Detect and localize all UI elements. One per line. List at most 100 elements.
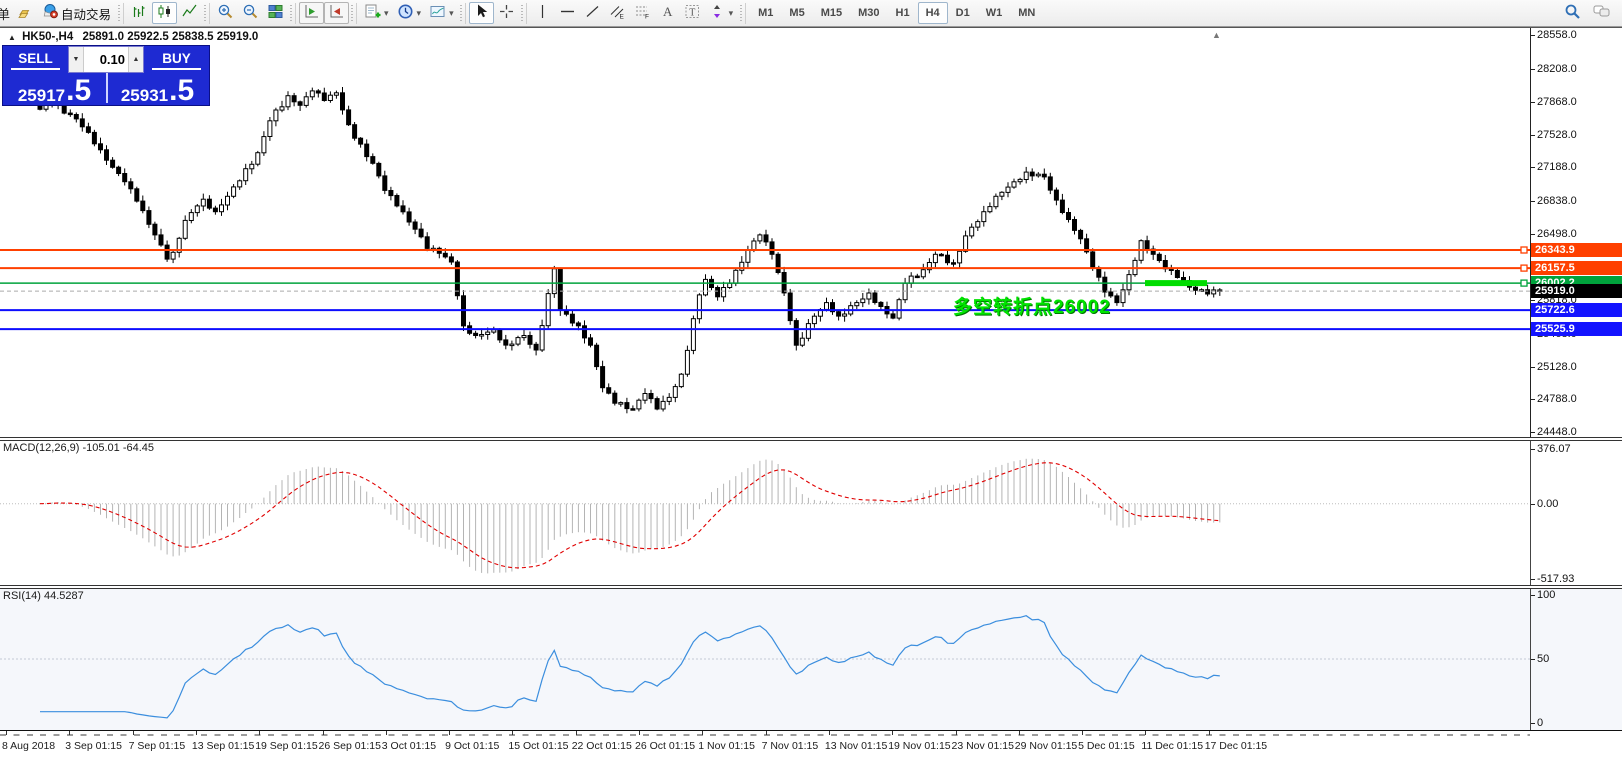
toolbar-separator: [204, 2, 212, 24]
auto-scroll-button[interactable]: [324, 2, 350, 24]
left-symbol-text: 单: [0, 6, 11, 22]
time-tick: [322, 731, 324, 735]
price-axis[interactable]: 28558.0 28208.0 27868.0 27528.0 27188.0 26838…: [1530, 28, 1622, 438]
macd-chart[interactable]: [0, 441, 1530, 585]
time-label: 17 Dec 01:15: [1204, 740, 1268, 752]
rsi-pane: RSI(14) 44.5287 100 50 0: [0, 589, 1622, 730]
timeframe-m15-button[interactable]: M15: [820, 7, 843, 19]
sell-price-button[interactable]: 25917 .5: [3, 71, 106, 108]
time-tick: [512, 731, 514, 735]
pane-splitter[interactable]: [0, 585, 1622, 589]
buy-button[interactable]: BUY: [144, 46, 209, 71]
crosshair-button[interactable]: [494, 2, 519, 24]
macd-tick-label: 0.00: [1530, 498, 1559, 510]
chart-title: ▲ HK50-,H4 25891.0 25922.5 25838.5 25919…: [8, 31, 258, 43]
timeframe-h4-button[interactable]: H4: [917, 2, 948, 24]
label-button[interactable]: T: [680, 2, 705, 24]
periods-button[interactable]: ▾: [393, 2, 426, 24]
price-tick-label: 27528.0: [1531, 129, 1577, 141]
chevron-down-icon[interactable]: ▾: [416, 7, 422, 18]
indicators-button[interactable]: ▾: [360, 2, 393, 24]
channel-button[interactable]: E: [605, 2, 630, 24]
time-tick: [385, 731, 387, 735]
buy-price-button[interactable]: 25931 .5: [106, 71, 209, 106]
timeframe-mn-button[interactable]: MN: [1018, 7, 1036, 19]
sell-price-big: .5: [66, 74, 92, 108]
pane-splitter[interactable]: [0, 437, 1622, 441]
toolbar-icon-groups: ▾ ▾ ▾ E F A T ▾: [116, 2, 737, 24]
autotrade-button[interactable]: 自动交易: [38, 2, 115, 24]
line-chart-button[interactable]: [177, 2, 202, 24]
timeframe-h1-button[interactable]: H1: [895, 7, 910, 19]
time-tick: [195, 731, 197, 735]
chat-icon[interactable]: [1593, 3, 1610, 23]
time-label: 19 Nov 01:15: [888, 740, 951, 752]
price-tick-label: 25128.0: [1531, 361, 1577, 373]
candlestick-chart-button[interactable]: [152, 2, 178, 24]
chevron-down-icon[interactable]: ▾: [449, 7, 454, 18]
time-tick: [1018, 731, 1020, 735]
vline-button[interactable]: [530, 2, 555, 24]
time-tick: [449, 731, 451, 735]
price-tick-label: 26838.0: [1531, 195, 1577, 207]
volume-increase-button[interactable]: ▲: [128, 47, 143, 72]
time-axis-dashes: [0, 734, 1530, 736]
toolbar-right-icons: [1564, 3, 1616, 23]
rsi-tick-label: 100: [1530, 589, 1556, 601]
fibonacci-icon: F: [634, 3, 651, 23]
gold-icon[interactable]: [12, 2, 37, 24]
volume-input[interactable]: [84, 47, 128, 72]
cursor-button[interactable]: [468, 2, 494, 24]
timeframe-m30-button[interactable]: M30: [858, 7, 880, 19]
tile-windows-button[interactable]: [263, 2, 288, 24]
hline-button[interactable]: [555, 2, 580, 24]
chart-symbol: HK50-,H4: [22, 31, 74, 43]
price-tick-label: 28208.0: [1531, 63, 1577, 75]
trendline-icon: [584, 3, 601, 23]
search-icon[interactable]: [1564, 3, 1581, 23]
text-button[interactable]: A: [655, 2, 680, 24]
macd-axis[interactable]: 376.07 0.00 -517.93: [1530, 441, 1622, 585]
sell-button[interactable]: SELL: [3, 46, 68, 71]
bar-chart-button[interactable]: [127, 2, 152, 24]
time-label: 26 Oct 01:15: [635, 740, 696, 752]
timeframe-d1-button[interactable]: D1: [955, 7, 970, 19]
chevron-down-icon[interactable]: ▾: [728, 7, 734, 18]
time-label: 19 Sep 01:15: [255, 740, 318, 752]
timeframe-w1-button[interactable]: W1: [985, 7, 1003, 19]
arrows-button[interactable]: ▾: [705, 2, 738, 24]
line-chart-icon: [181, 3, 198, 23]
rsi-axis[interactable]: 100 50 0: [1530, 589, 1622, 730]
time-label: 7 Nov 01:15: [761, 740, 819, 752]
zoom-out-button[interactable]: [238, 2, 263, 24]
templates-button[interactable]: ▾: [425, 2, 458, 24]
time-axis[interactable]: 8 Aug 2018 3 Sep 01:15 7 Sep 01:15 13 Sep 0…: [0, 730, 1622, 768]
rsi-label: RSI(14) 44.5287: [3, 590, 84, 602]
toolbar-separator: [290, 2, 298, 24]
auto-scroll-icon: [328, 3, 345, 23]
rsi-chart[interactable]: [0, 589, 1530, 730]
toolbar-separator: [520, 2, 528, 24]
collapse-arrow-icon[interactable]: ▲: [8, 33, 16, 42]
price-tick-label: 28558.0: [1531, 29, 1577, 41]
turning-point-annotation[interactable]: 多空转折点26002: [953, 297, 1111, 318]
price-tick-label: 24448.0: [1531, 426, 1577, 438]
timeframe-m5-button[interactable]: M5: [789, 7, 805, 19]
trendline-button[interactable]: [580, 2, 605, 24]
price-line-badge: 25919.0: [1531, 284, 1622, 298]
time-label: 15 Oct 01:15: [508, 740, 569, 752]
chart-scroll-arrow[interactable]: ▲: [1212, 30, 1221, 40]
timeframe-m1-button[interactable]: M1: [758, 7, 774, 19]
hline-icon: [559, 3, 576, 23]
time-label: 8 Aug 2018: [2, 740, 56, 752]
price-tick-label: 24788.0: [1531, 393, 1577, 405]
chevron-down-icon[interactable]: ▾: [384, 7, 389, 18]
volume-decrease-button[interactable]: ▼: [69, 47, 84, 72]
shift-end-button[interactable]: [299, 2, 325, 24]
zoom-in-button[interactable]: [213, 2, 238, 24]
price-line-badge: 25525.9: [1531, 322, 1622, 336]
price-line-badge: 25722.6: [1531, 303, 1622, 317]
price-chart[interactable]: [0, 28, 1530, 438]
tile-windows-icon: [267, 3, 284, 23]
fibonacci-button[interactable]: F: [630, 2, 655, 24]
